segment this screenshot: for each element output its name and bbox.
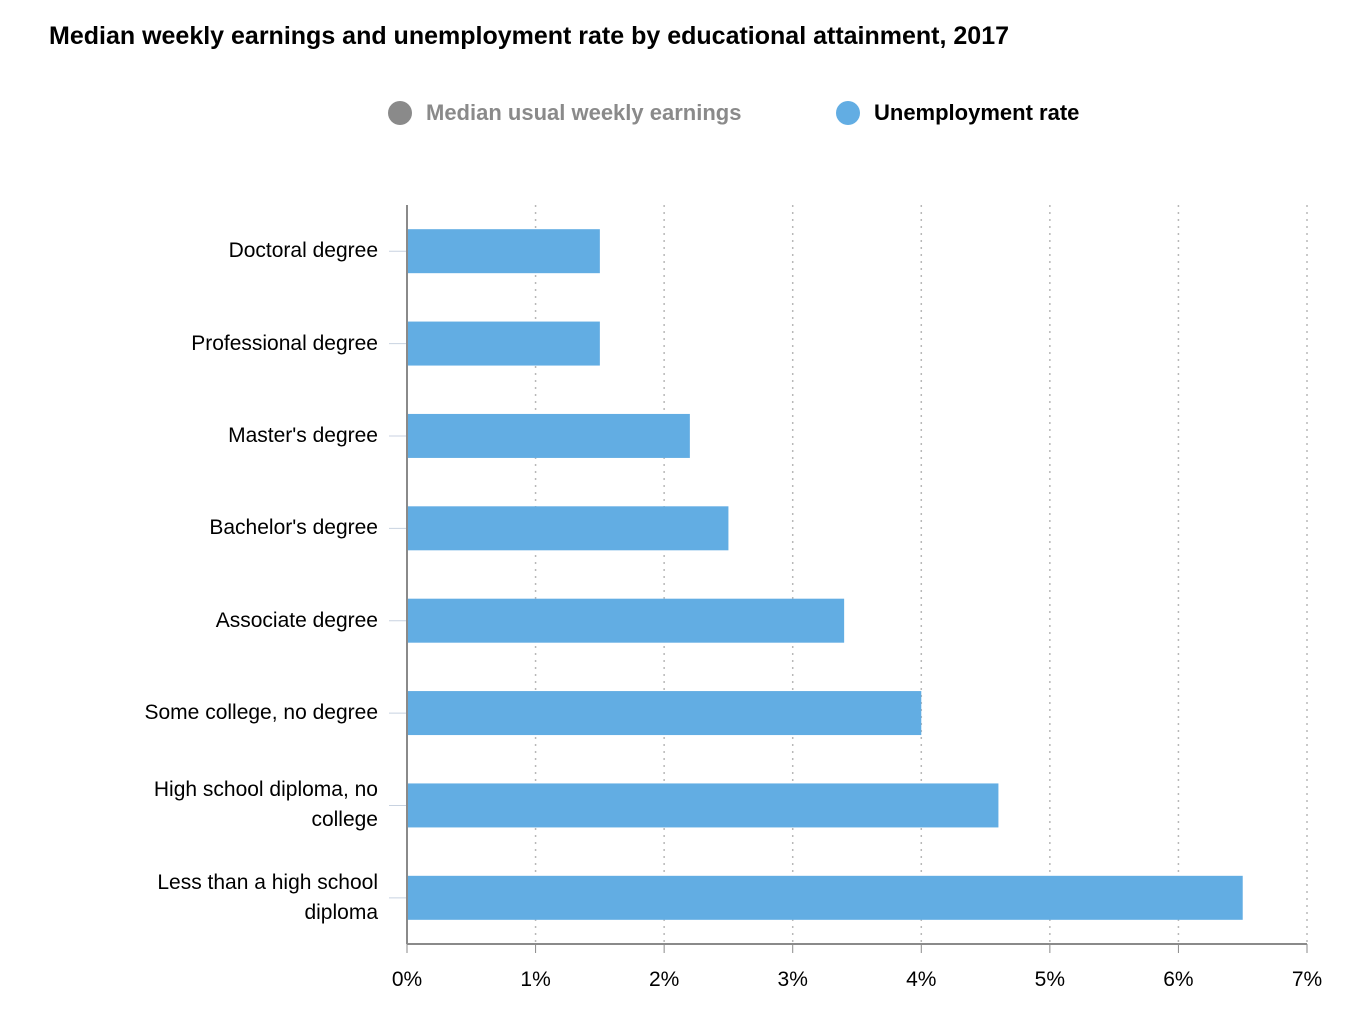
- legend-label-earnings: Median usual weekly earnings: [426, 100, 742, 125]
- legend-item-earnings[interactable]: Median usual weekly earnings: [388, 100, 741, 126]
- legend-label-unemployment: Unemployment rate: [874, 100, 1080, 125]
- chart-legend: Median usual weekly earnings Unemploymen…: [0, 100, 1360, 132]
- bar-some-college-no-degree: [407, 691, 922, 736]
- y-category-label: Bachelor's degree: [209, 516, 378, 540]
- x-tick-label-1: 1%: [520, 968, 550, 991]
- legend-marker-unemployment: [836, 101, 860, 125]
- x-tick-label-4: 4%: [906, 968, 936, 991]
- bar-master-s-degree: [407, 413, 690, 458]
- y-category-label: High school diploma, no college: [153, 778, 378, 832]
- legend-marker-earnings: [388, 101, 412, 125]
- x-tick-label-3: 3%: [778, 968, 808, 991]
- y-category-label: Associate degree: [215, 608, 378, 632]
- y-category-label: Doctoral degree: [228, 239, 378, 263]
- bar-high-school-diploma-no-college: [407, 783, 999, 828]
- x-tick-label-5: 5%: [1035, 968, 1065, 991]
- chart-title: Median weekly earnings and unemployment …: [49, 22, 1009, 50]
- y-category-label: Professional degree: [191, 331, 378, 355]
- x-tick-label-6: 6%: [1163, 968, 1193, 991]
- y-category-label: Some college, no degree: [144, 701, 379, 725]
- y-category-label: Less than a high school diploma: [157, 870, 378, 924]
- bar-less-than-a-high-school-diploma: [407, 875, 1243, 920]
- bar-bachelor-s-degree: [407, 506, 729, 551]
- x-tick-label-2: 2%: [649, 968, 679, 991]
- x-tick-label-7: 7%: [1292, 968, 1322, 991]
- bar-professional-degree: [407, 321, 600, 366]
- y-category-label: Master's degree: [228, 423, 378, 447]
- bar-doctoral-degree: [407, 229, 600, 274]
- legend-item-unemployment[interactable]: Unemployment rate: [836, 100, 1079, 126]
- bar-associate-degree: [407, 598, 845, 643]
- x-tick-label-0: 0%: [392, 968, 422, 991]
